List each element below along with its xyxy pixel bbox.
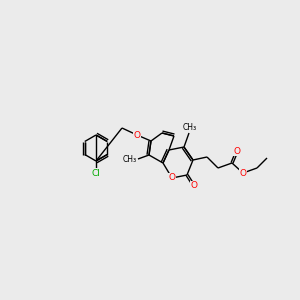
Text: O: O xyxy=(134,130,140,140)
Text: CH₃: CH₃ xyxy=(183,122,197,131)
Text: O: O xyxy=(190,182,197,190)
Text: O: O xyxy=(169,173,176,182)
Text: Cl: Cl xyxy=(92,169,100,178)
Text: O: O xyxy=(239,169,247,178)
Text: O: O xyxy=(233,146,241,155)
Text: CH₃: CH₃ xyxy=(123,155,137,164)
